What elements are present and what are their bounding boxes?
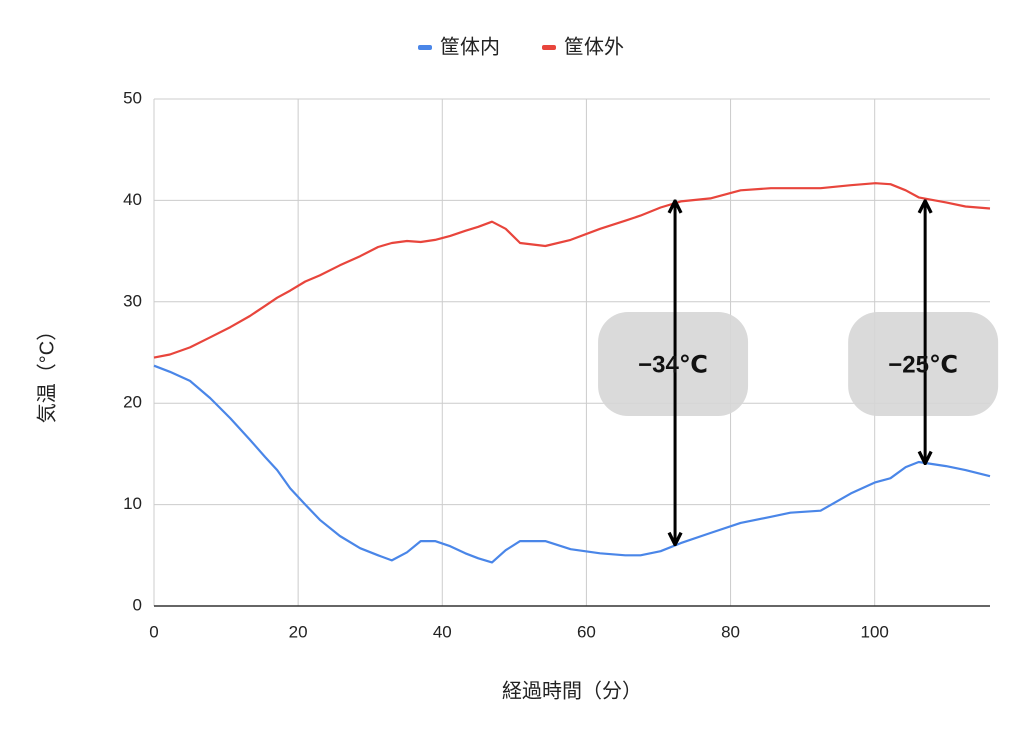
legend-label: 筐体外 xyxy=(564,35,624,58)
x-tick-label: 40 xyxy=(433,622,452,641)
series-line xyxy=(153,364,991,564)
legend-item: 筐体内 xyxy=(418,35,500,58)
y-tick-label: 0 xyxy=(133,595,142,614)
x-tick-label: 100 xyxy=(861,622,889,641)
y-tick-label: 40 xyxy=(123,190,142,209)
y-tick-label: 50 xyxy=(123,88,142,107)
x-tick-label: 0 xyxy=(149,622,158,641)
legend-swatch xyxy=(418,45,432,50)
x-tick-label: 20 xyxy=(289,622,308,641)
y-axis-title: 気温（°C） xyxy=(35,321,58,423)
annotation-label: −25℃ xyxy=(888,351,958,378)
y-tick-label: 20 xyxy=(123,393,142,412)
legend-label: 筐体内 xyxy=(440,35,500,58)
series-line xyxy=(153,182,991,359)
legend-item: 筐体外 xyxy=(542,35,624,58)
x-tick-label: 80 xyxy=(721,622,740,641)
x-tick-label: 60 xyxy=(577,622,596,641)
y-tick-label: 10 xyxy=(123,494,142,513)
x-axis-title: 経過時間（分） xyxy=(502,679,642,702)
annotation-label: −34℃ xyxy=(638,351,708,378)
y-tick-label: 30 xyxy=(123,291,142,310)
legend-swatch xyxy=(542,45,556,50)
